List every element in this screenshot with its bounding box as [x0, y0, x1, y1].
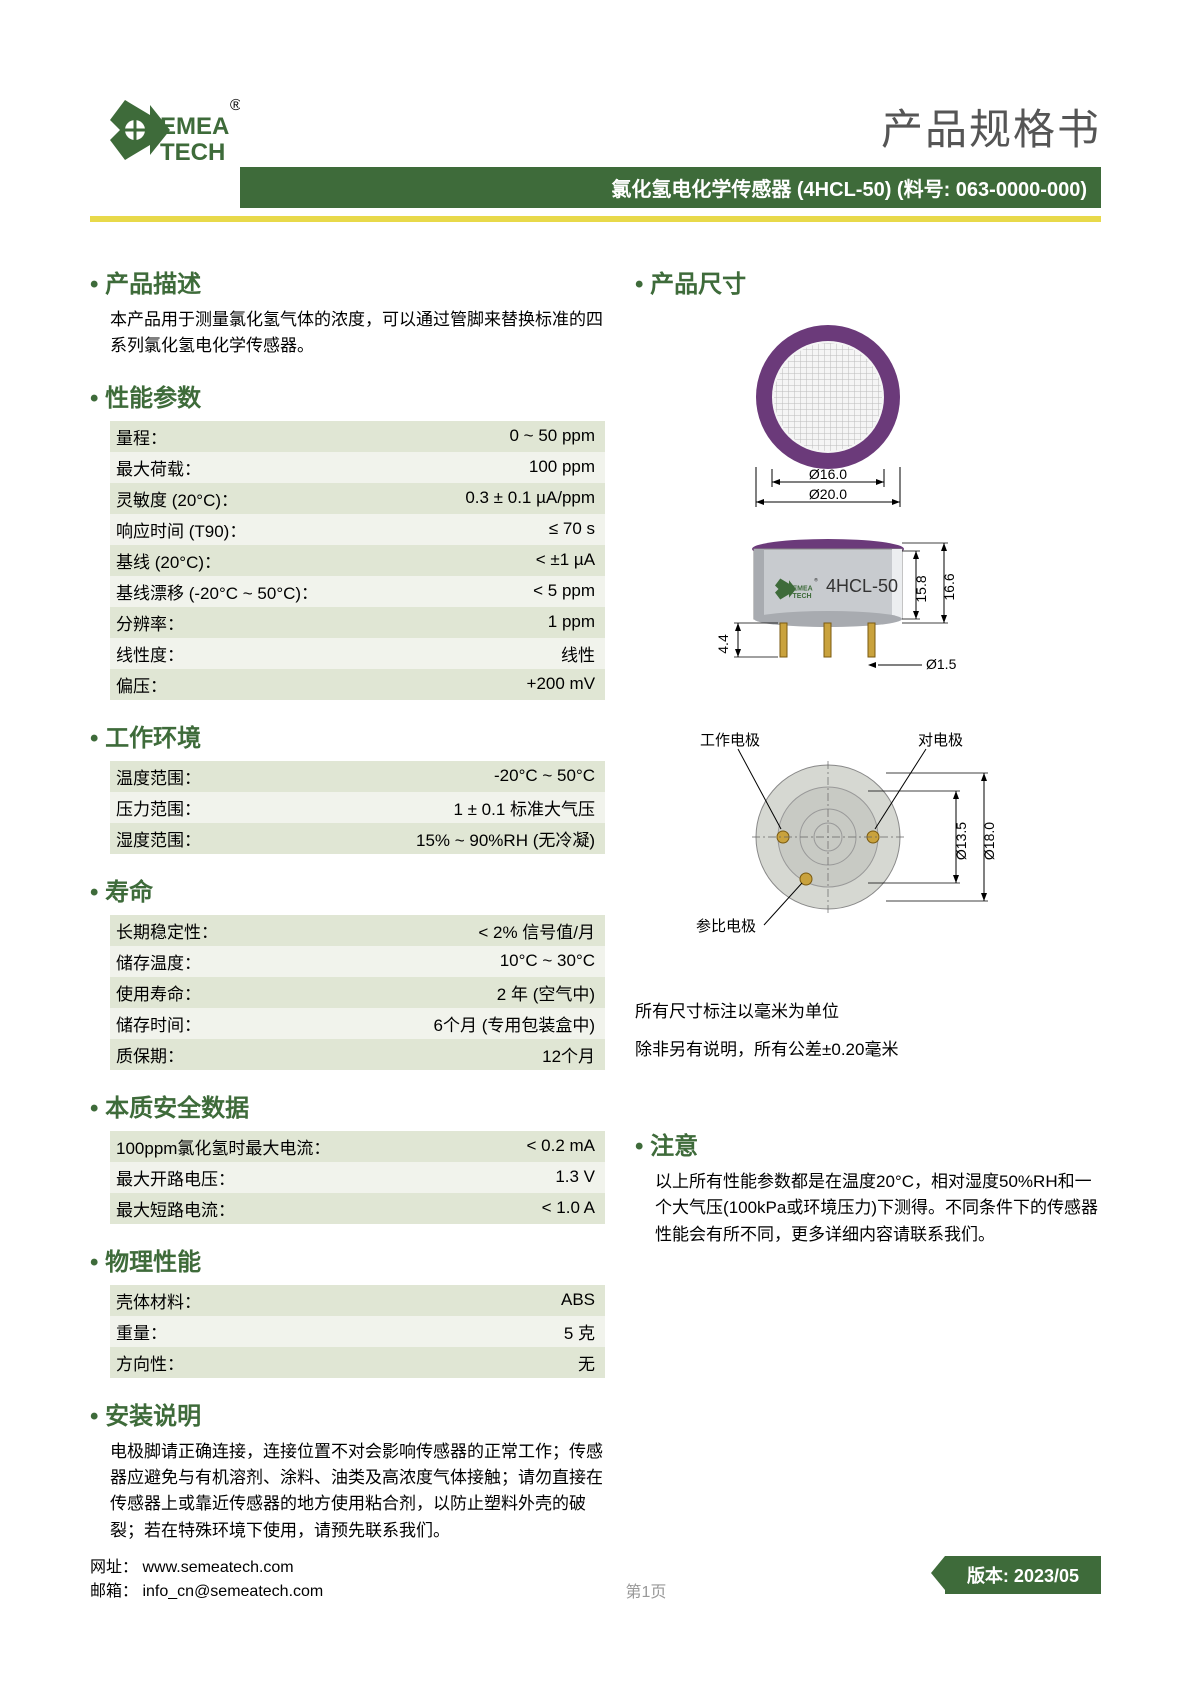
table-row: 储存温度：10°C ~ 30°C — [110, 946, 605, 977]
section-install-text: 电极脚请正确连接，连接位置不对会影响传感器的正常工作；传感器应避免与有机溶剂、涂… — [90, 1439, 605, 1544]
section-dim-title: 产品尺寸 — [635, 264, 1101, 299]
table-row: 重量：5 克 — [110, 1316, 605, 1347]
page-title: 产品规格书 — [240, 96, 1101, 157]
table-row: 温度范围：-20°C ~ 50°C — [110, 761, 605, 792]
table-row: 分辨率：1 ppm — [110, 607, 605, 638]
env-table: 温度范围：-20°C ~ 50°C压力范围：1 ± 0.1 标准大气压湿度范围：… — [110, 761, 605, 854]
sensor-model-label: 4HCL-50 — [826, 576, 898, 596]
dim-pcd: Ø13.5 — [953, 822, 969, 860]
table-row: 量程：0 ~ 50 ppm — [110, 421, 605, 452]
version-badge: 版本: 2023/05 — [945, 1556, 1101, 1594]
dim-note-1: 所有尺寸标注以毫米为单位 — [635, 999, 1101, 1025]
product-banner: 氯化氢电化学传感器 (4HCL-50) (料号: 063-0000-000) — [240, 167, 1101, 208]
section-phys-title: 物理性能 — [90, 1242, 605, 1277]
brand-logo: EMEA TECH ® — [90, 90, 240, 190]
dim-pin-len: 4.4 — [715, 634, 731, 654]
section-desc-title: 产品描述 — [90, 264, 605, 299]
life-table: 长期稳定性：< 2% 信号值/月储存温度：10°C ~ 30°C使用寿命：2 年… — [110, 915, 605, 1070]
table-row: 压力范围：1 ± 0.1 标准大气压 — [110, 792, 605, 823]
safety-table: 100ppm氯化氢时最大电流：< 0.2 mA最大开路电压：1.3 V最大短路电… — [110, 1131, 605, 1224]
perf-table: 量程：0 ~ 50 ppm最大荷载：100 ppm灵敏度 (20°C)：0.3 … — [110, 421, 605, 700]
dimension-diagram: Ø16.0 Ø20.0 4HCL-50 — [635, 307, 1101, 987]
table-row: 最大短路电流：< 1.0 A — [110, 1193, 605, 1224]
table-row: 方向性：无 — [110, 1347, 605, 1378]
table-row: 响应时间 (T90)：≤ 70 s — [110, 514, 605, 545]
phys-table: 壳体材料：ABS重量：5 克方向性：无 — [110, 1285, 605, 1378]
section-notice-title: 注意 — [635, 1126, 1101, 1161]
svg-text:TECH: TECH — [793, 593, 812, 600]
table-row: 最大荷载：100 ppm — [110, 452, 605, 483]
table-row: 基线 (20°C)：< ±1 µA — [110, 545, 605, 576]
table-row: 灵敏度 (20°C)：0.3 ± 0.1 µA/ppm — [110, 483, 605, 514]
dim-inner-dia: Ø16.0 — [809, 466, 847, 482]
table-row: 线性度：线性 — [110, 638, 605, 669]
section-env-title: 工作环境 — [90, 718, 605, 753]
table-row: 偏压：+200 mV — [110, 669, 605, 700]
brand-text-top: EMEA — [160, 113, 229, 140]
svg-text:EMEA: EMEA — [793, 585, 813, 592]
dim-body-inner: 15.8 — [913, 575, 929, 602]
section-desc-text: 本产品用于测量氯化氢气体的浓度，可以通过管脚来替换标准的四系列氯化氢电化学传感器… — [90, 307, 605, 360]
section-safety-title: 本质安全数据 — [90, 1088, 605, 1123]
footer-contact: 网址： www.semeatech.com 邮箱： info_cn@semeat… — [90, 1556, 323, 1604]
table-row: 湿度范围：15% ~ 90%RH (无冷凝) — [110, 823, 605, 854]
table-row: 储存时间：6个月 (专用包装盒中) — [110, 1008, 605, 1039]
section-install-title: 安装说明 — [90, 1396, 605, 1431]
section-life-title: 寿命 — [90, 872, 605, 907]
label-ref: 参比电极 — [696, 918, 756, 935]
label-working: 工作电极 — [700, 732, 760, 749]
table-row: 长期稳定性：< 2% 信号值/月 — [110, 915, 605, 946]
dim-note-2: 除非另有说明，所有公差±0.20毫米 — [635, 1037, 1101, 1063]
page-number: 第1页 — [626, 1578, 667, 1602]
table-row: 壳体材料：ABS — [110, 1285, 605, 1316]
table-row: 100ppm氯化氢时最大电流：< 0.2 mA — [110, 1131, 605, 1162]
table-row: 使用寿命：2 年 (空气中) — [110, 977, 605, 1008]
table-row: 基线漂移 (-20°C ~ 50°C)：< 5 ppm — [110, 576, 605, 607]
section-notice-text: 以上所有性能参数都是在温度20°C，相对湿度50%RH和一个大气压(100kPa… — [635, 1169, 1101, 1248]
dim-pin-dia: Ø1.5 — [926, 656, 957, 672]
brand-text-bottom: TECH — [160, 139, 225, 166]
table-row: 质保期：12个月 — [110, 1039, 605, 1070]
label-counter: 对电极 — [918, 732, 963, 749]
dim-outer-dia: Ø20.0 — [809, 486, 847, 502]
section-perf-title: 性能参数 — [90, 378, 605, 413]
reg-mark: ® — [230, 97, 240, 114]
dim-od: Ø18.0 — [981, 822, 997, 860]
dim-body-outer: 16.6 — [941, 573, 957, 600]
divider-yellow — [90, 216, 1101, 222]
table-row: 最大开路电压：1.3 V — [110, 1162, 605, 1193]
